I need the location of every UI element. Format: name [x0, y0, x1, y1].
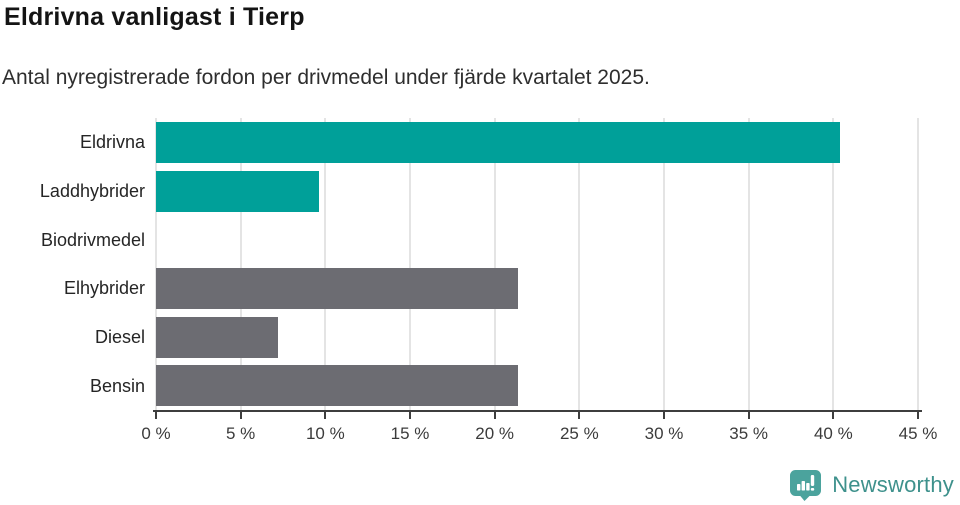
axis-tick-label: 10 % — [305, 424, 345, 443]
category-label: Diesel — [94, 327, 145, 347]
axis-tick — [832, 410, 835, 419]
axis-tick-label: 25 % — [559, 424, 599, 443]
axis-tick — [239, 410, 242, 419]
gridline — [324, 118, 327, 410]
axis-tick — [324, 410, 327, 419]
chart-subtitle: Antal nyregistrerade fordon per drivmede… — [2, 66, 650, 89]
gridline — [155, 118, 157, 410]
category-label: Laddhybrider — [39, 181, 145, 201]
axis-tick — [663, 410, 665, 419]
bar-row — [156, 316, 918, 358]
gridline — [832, 118, 835, 410]
gridline — [917, 118, 919, 410]
axis-tick-label: 15 % — [390, 424, 430, 443]
bar-eldrivna — [156, 121, 841, 163]
axis-tick — [747, 410, 750, 419]
chart-title: Eldrivna vanligast i Tierp — [4, 3, 305, 31]
axis-tick-label: 30 % — [644, 424, 684, 443]
x-axis-line — [153, 410, 922, 412]
newsworthy-bubble-chart-icon — [790, 470, 822, 501]
axis-tick-label: 20 % — [475, 424, 515, 443]
category-label: Biodrivmedel — [40, 229, 145, 250]
newsworthy-logo: Newsworthy — [789, 469, 954, 501]
category-label: Bensin — [89, 375, 145, 396]
gridline — [663, 118, 665, 410]
bar-row — [156, 121, 918, 163]
gridline — [578, 118, 581, 410]
axis-tick-label: 0 % — [141, 424, 171, 443]
category-label: Elhybrider — [63, 278, 145, 299]
gridline — [493, 118, 496, 410]
axis-tick — [917, 410, 919, 419]
bar-laddhybrider — [156, 170, 319, 212]
plot-area — [155, 118, 919, 410]
axis-tick-label: 35 % — [729, 424, 769, 443]
axis-tick — [409, 410, 411, 419]
axis-tick — [155, 410, 157, 419]
bar-elhybrider — [156, 267, 519, 309]
axis-tick-label: 5 % — [226, 424, 256, 443]
axis-tick-label: 45 % — [898, 424, 938, 443]
bar-diesel — [156, 316, 278, 358]
bar-row — [156, 170, 918, 212]
category-axis-labels: Eldrivna Laddhybrider Biodrivmedel Elhybrid… — [0, 118, 145, 410]
gridline — [409, 118, 411, 410]
category-label: Eldrivna — [79, 132, 145, 153]
gridline — [239, 118, 242, 410]
bar-bensin — [156, 365, 519, 407]
gridline — [747, 118, 750, 410]
bar-row — [156, 365, 918, 407]
bar-row — [156, 219, 918, 260]
axis-tick — [493, 410, 496, 419]
axis-tick — [578, 410, 581, 419]
axis-tick-label: 40 % — [813, 424, 853, 443]
newsworthy-wordmark: Newsworthy — [832, 472, 954, 497]
bar-row — [156, 267, 918, 309]
